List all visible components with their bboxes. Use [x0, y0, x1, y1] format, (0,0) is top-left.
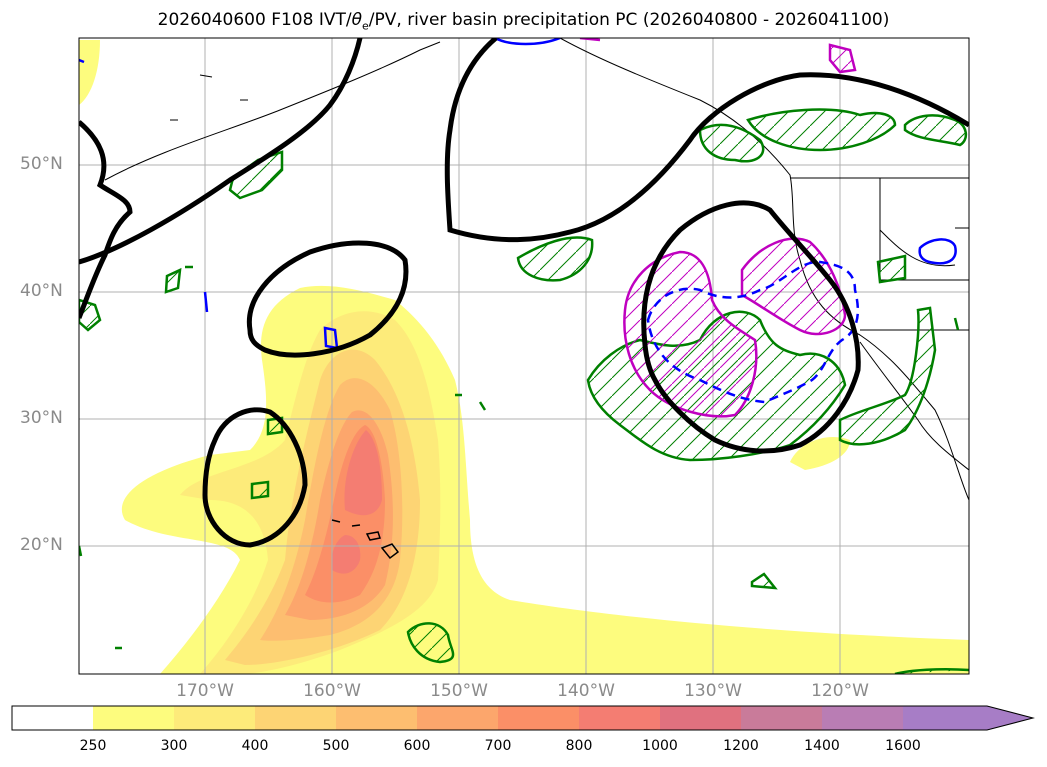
coastlines: [104, 38, 969, 501]
hawaii-islands: [331, 519, 400, 560]
colorbar-segment: [174, 706, 255, 730]
green-small-marks: [79, 265, 960, 650]
ivt-band-250-nw: [79, 40, 100, 105]
colorbar-tick: 1600: [885, 738, 921, 754]
lon-label-170w: 170°W: [176, 681, 234, 701]
lon-label-160w: 160°W: [303, 681, 361, 701]
colorbar-segment: [660, 706, 741, 730]
lon-label-120w: 120°W: [811, 681, 869, 701]
lon-label-150w: 150°W: [430, 681, 488, 701]
colorbar-tick: 250: [79, 738, 107, 754]
colorbar: [11, 705, 1035, 731]
colorbar-segment: [579, 706, 660, 730]
ivt-band-800: [331, 430, 382, 574]
colorbar-tick: 1000: [642, 738, 678, 754]
colorbar-tick: 400: [241, 738, 269, 754]
ivt-band-250-east: [790, 436, 850, 470]
lon-label-130w: 130°W: [684, 681, 742, 701]
ivt-filled-contours: [79, 40, 969, 674]
magenta-precip-regions: [579, 38, 857, 418]
colorbar-segment: [93, 706, 174, 730]
blue-contours: [79, 38, 957, 404]
colorbar-tick: 1400: [804, 738, 840, 754]
colorbar-segment: [741, 706, 822, 730]
lat-label-40n: 40°N: [20, 281, 63, 301]
lat-label-20n: 20°N: [20, 535, 63, 555]
colorbar-segment: [12, 706, 93, 730]
colorbar-extend-arrow: [987, 706, 1033, 730]
colorbar-tick: 500: [322, 738, 350, 754]
colorbar-tick: 800: [565, 738, 593, 754]
colorbar-tick: 600: [403, 738, 431, 754]
figure-title: 2026040600 F108 IVT/θe/PV, river basin p…: [157, 10, 890, 33]
lat-label-30n: 30°N: [20, 408, 63, 428]
colorbar-segment: [336, 706, 417, 730]
colorbar-outline: [11, 705, 1035, 731]
lon-label-140w: 140°W: [557, 681, 615, 701]
map-frame: [78, 37, 970, 675]
colorbar-segment: [903, 706, 987, 730]
colorbar-segment: [822, 706, 903, 730]
colorbar-tick: 300: [160, 738, 188, 754]
lat-label-50n: 50°N: [20, 154, 63, 174]
colorbar-segment: [417, 706, 498, 730]
colorbar-segment: [255, 706, 336, 730]
colorbar-tick: 700: [484, 738, 512, 754]
colorbar-tick: 1200: [723, 738, 759, 754]
colorbar-segment: [498, 706, 579, 730]
black-thick-contours: [79, 38, 969, 548]
